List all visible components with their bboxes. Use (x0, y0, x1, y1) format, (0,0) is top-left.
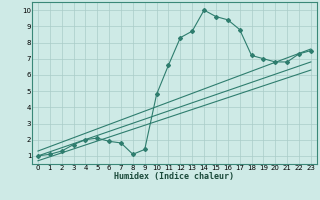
X-axis label: Humidex (Indice chaleur): Humidex (Indice chaleur) (115, 172, 234, 181)
